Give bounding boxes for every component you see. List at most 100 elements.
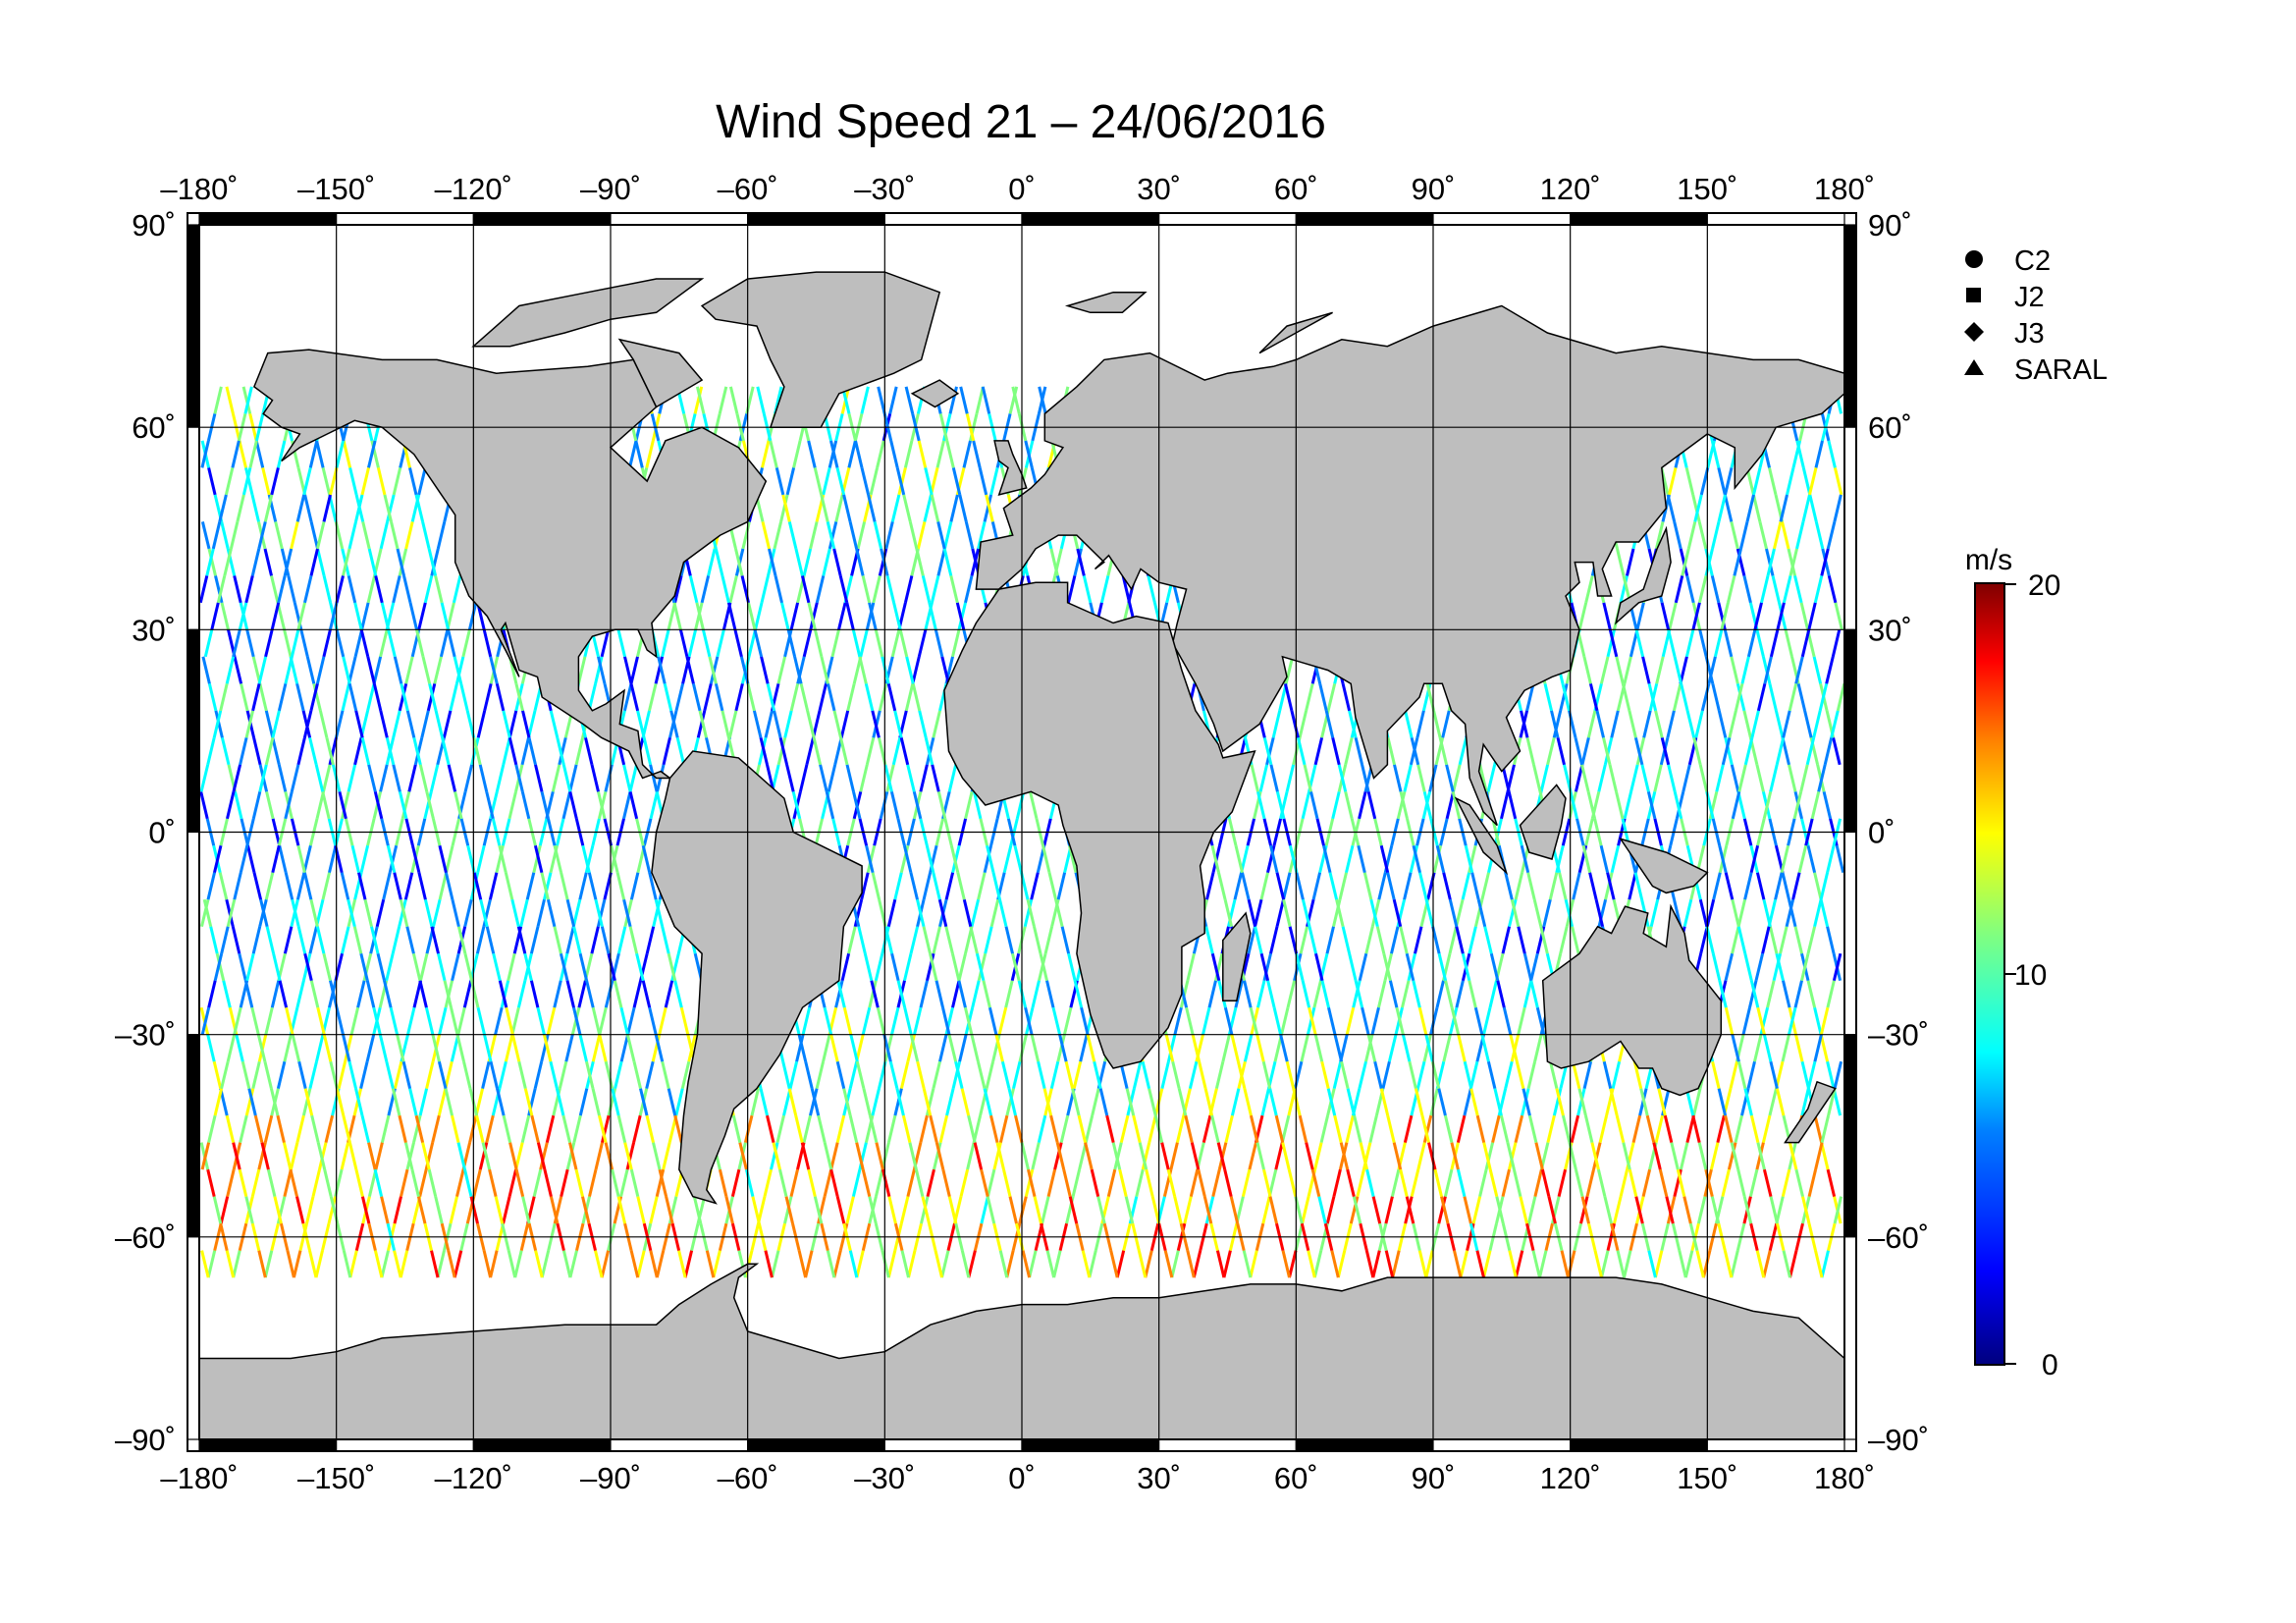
track-segment-921 [632, 1114, 642, 1143]
track-segment-1318 [809, 1088, 819, 1116]
track-segment-3723 [1731, 1034, 1740, 1062]
track-segment-3493 [1734, 1114, 1743, 1143]
track-segment-801 [649, 790, 659, 820]
track-segment-2473 [1203, 1088, 1214, 1116]
track-segment-707 [342, 656, 351, 684]
track-segment-311 [1832, 736, 1842, 766]
track-segment-3565 [1806, 926, 1817, 954]
track-segment-2248 [1247, 926, 1256, 954]
track-segment-2164 [936, 521, 946, 550]
track-segment-20 [335, 710, 345, 738]
track-segment-829 [456, 926, 467, 954]
track-segment-660 [540, 1034, 550, 1062]
track-segment-945 [785, 467, 796, 496]
track-segment-2933 [1427, 1142, 1437, 1170]
track-segment-2632 [1336, 1250, 1347, 1278]
track-segment-531 [507, 952, 516, 982]
track-segment-3718 [1762, 1168, 1773, 1197]
track-segment-902 [441, 736, 451, 766]
track-segment-527 [481, 1060, 491, 1089]
track-segment-1091 [585, 980, 595, 1008]
track-segment-1484 [781, 1060, 791, 1089]
track-segment-1023 [578, 1034, 588, 1062]
track-segment-79 [321, 872, 331, 900]
track-segment-1152 [645, 1114, 655, 1143]
track-segment-399 [438, 1006, 448, 1036]
track-segment-911 [383, 494, 393, 522]
track-segment-673 [622, 682, 633, 712]
track-segment-1884 [929, 952, 938, 982]
track-segment-233 [253, 1114, 264, 1143]
track-segment-2840 [1488, 980, 1498, 1008]
track-segment-1667 [1066, 575, 1077, 604]
land-indonesia-borneo [1519, 784, 1567, 860]
track-segment-33 [200, 1250, 210, 1278]
track-segment-1069 [789, 682, 800, 712]
track-segment-1817 [896, 980, 907, 1008]
track-segment-2807 [1320, 980, 1330, 1008]
track-segment-1225 [628, 926, 639, 954]
track-segment-3772 [335, 575, 345, 604]
right-lat-tick-label: 60˚ [1868, 410, 1912, 445]
track-segment-1741 [934, 1250, 943, 1278]
track-segment-2192 [1284, 656, 1295, 684]
land-svalbard [1064, 291, 1148, 314]
track-segment-1159 [600, 926, 611, 954]
track-segment-316 [1799, 602, 1810, 630]
track-segment-15 [302, 844, 312, 874]
track-segment-1977 [1084, 1114, 1095, 1143]
track-segment-1773 [728, 386, 739, 414]
track-segment-455 [399, 1250, 409, 1278]
track-segment-255 [1751, 494, 1762, 522]
track-segment-2427 [1049, 548, 1059, 576]
track-segment-236 [235, 1034, 244, 1062]
track-segment-581 [250, 494, 260, 522]
track-segment-698 [399, 898, 409, 928]
map-area [187, 212, 1857, 1452]
track-segment-367 [285, 1006, 294, 1036]
track-segment-2989 [1654, 521, 1665, 550]
track-segment-2448 [1338, 872, 1348, 900]
track-segment-488 [393, 1250, 402, 1278]
track-segment-1221 [654, 1034, 665, 1062]
track-segment-2931 [1440, 1196, 1450, 1224]
track-segment-3460 [1645, 1114, 1656, 1143]
track-segment-755 [481, 1142, 492, 1170]
track-segment-1911 [1059, 1114, 1070, 1143]
track-segment-91 [398, 548, 408, 576]
track-segment-293 [308, 1250, 318, 1278]
track-segment-3009 [1386, 872, 1396, 900]
track-segment-3362 [1679, 1142, 1689, 1170]
track-segment-3710 [322, 494, 332, 522]
track-segment-1037 [489, 656, 499, 684]
track-segment-3272 [1510, 898, 1521, 928]
track-segment-690 [451, 1114, 460, 1143]
track-segment-3585 [1723, 1250, 1734, 1278]
track-segment-2115 [1186, 952, 1196, 982]
track-segment-1767 [768, 548, 777, 576]
track-segment-1326 [860, 872, 870, 900]
track-segment-787 [560, 1168, 569, 1197]
frame-top-segment [610, 212, 749, 226]
track-segment-3800 [1685, 710, 1696, 738]
track-segment-842 [374, 575, 384, 604]
track-segment-3382 [1807, 602, 1817, 630]
track-segment-344 [470, 736, 480, 766]
track-segment-3273 [1504, 872, 1514, 900]
track-segment-3635 [232, 764, 242, 792]
track-segment-437 [284, 872, 294, 900]
track-segment-894 [492, 952, 502, 982]
track-segment-2991 [1668, 467, 1678, 496]
track-segment-1255 [801, 1006, 812, 1036]
map-frame [187, 212, 1857, 1452]
track-segment-2404 [1197, 1168, 1206, 1197]
track-segment-1020 [598, 1114, 608, 1143]
track-segment-403 [463, 898, 473, 928]
track-segment-2769 [1422, 1114, 1433, 1143]
track-segment-3430 [1729, 1060, 1738, 1089]
track-segment-2512 [1364, 926, 1374, 954]
track-segment-1953 [932, 872, 941, 900]
track-segment-3264 [1561, 1114, 1572, 1143]
track-segment-3509 [1836, 682, 1844, 712]
track-segment-2220 [1029, 790, 1039, 820]
